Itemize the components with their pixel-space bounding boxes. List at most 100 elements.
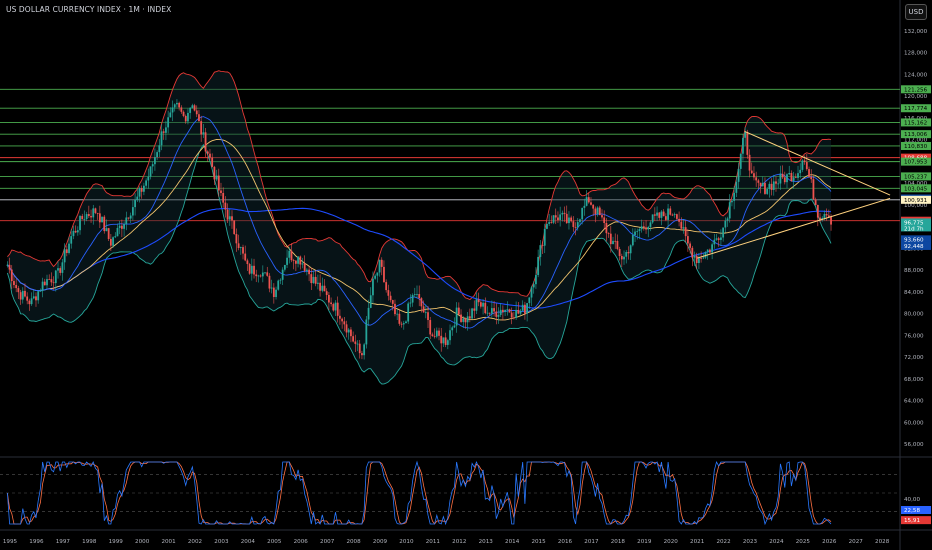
x-tick-label: 2014: [505, 539, 520, 545]
candle-body: [116, 227, 119, 237]
candle-body: [330, 302, 333, 305]
upper-band-line: [7, 70, 832, 301]
candle-body: [149, 166, 152, 177]
candle-body: [552, 215, 555, 223]
price-level-badge-bg: [901, 85, 931, 94]
candle-body: [308, 269, 310, 275]
candle-body: [363, 344, 366, 356]
candle-body: [823, 214, 826, 218]
candle-body: [631, 235, 634, 246]
candle-body: [294, 260, 297, 264]
candle-body: [343, 321, 346, 325]
y-tick-label: 100,000: [904, 203, 928, 209]
x-tick-label: 2010: [399, 539, 414, 545]
candle-body: [583, 205, 586, 208]
candle-body: [770, 183, 773, 190]
candle-body: [653, 214, 656, 216]
indicator-badge: 96,775: [904, 220, 924, 226]
candle-body: [468, 316, 471, 319]
candle-body: [649, 222, 652, 227]
price-level-badge: 105,237: [904, 174, 928, 180]
candle-body: [788, 172, 791, 175]
candle-body: [766, 189, 769, 194]
currency-button[interactable]: USD: [905, 4, 927, 20]
candle-body: [266, 272, 269, 276]
x-tick-label: 1998: [82, 539, 97, 545]
ma-mid-line: [7, 139, 832, 321]
candle-body: [479, 302, 482, 307]
candle-body: [713, 239, 716, 245]
candle-body: [250, 265, 253, 274]
price-level-badge-bg: [901, 104, 931, 113]
candle-body: [297, 256, 299, 264]
candle-body: [517, 309, 520, 314]
candle-body: [819, 217, 821, 220]
y-tick-label: 132,000: [904, 29, 928, 35]
candle-body: [647, 226, 650, 230]
candle-body: [57, 268, 59, 271]
candle-body: [504, 309, 506, 312]
candle-body: [290, 250, 293, 261]
x-tick-label: 2004: [241, 539, 256, 545]
candle-body: [493, 308, 495, 312]
candle-body: [123, 224, 125, 229]
candle-body: [231, 216, 233, 221]
candle-body: [160, 131, 163, 146]
x-tick-label: 2002: [188, 539, 202, 545]
candle-body: [413, 294, 416, 295]
x-tick-label: 2022: [716, 539, 730, 545]
candle-body: [26, 296, 29, 301]
y-tick-label: 72,000: [904, 355, 924, 361]
candle-body: [594, 208, 597, 215]
candle-body: [59, 268, 62, 273]
stoch-d-badge-bg: [901, 516, 931, 525]
candle-body: [334, 302, 337, 311]
candle-body: [689, 243, 691, 248]
candle-body: [405, 321, 407, 324]
candle-body: [457, 307, 460, 315]
candle-body: [424, 312, 427, 314]
candle-body: [435, 330, 438, 337]
candle-body: [486, 312, 489, 314]
candle-body: [259, 275, 262, 277]
candle-body: [638, 229, 641, 231]
candle-body: [204, 132, 207, 152]
indicator-badge-bg: [901, 241, 931, 250]
candle-body: [352, 336, 355, 342]
candle-body: [537, 256, 540, 275]
candle-body: [140, 188, 143, 192]
candle-body: [565, 213, 568, 224]
candle-body: [316, 282, 319, 284]
candle-body: [739, 153, 742, 169]
candle-body: [369, 295, 372, 308]
candle-body: [279, 279, 282, 281]
candle-body: [764, 182, 766, 194]
candle-body: [242, 247, 244, 254]
trendline: [696, 197, 891, 259]
candle-body: [799, 169, 802, 174]
candle-body: [464, 318, 467, 323]
stoch-d-badge: 15,91: [904, 518, 920, 524]
candle-body: [724, 220, 727, 228]
candle-body: [215, 175, 218, 180]
x-tick-label: 2012: [452, 539, 466, 545]
candle-body: [797, 173, 799, 178]
candle-body: [107, 228, 110, 239]
candle-body: [70, 236, 73, 244]
candle-body: [105, 228, 108, 232]
candle-body: [303, 263, 306, 271]
candle-body: [477, 299, 480, 303]
candle-body: [332, 304, 335, 311]
candle-body: [783, 177, 786, 183]
candle-body: [270, 287, 273, 289]
x-tick-label: 2019: [637, 539, 652, 545]
candle-body: [350, 329, 352, 337]
candle-body: [312, 276, 315, 284]
trendline: [744, 131, 891, 196]
candle-body: [731, 200, 733, 203]
candle-body: [129, 215, 132, 219]
candle-body: [15, 285, 18, 289]
candle-body: [640, 226, 643, 230]
candle-body: [579, 219, 581, 223]
